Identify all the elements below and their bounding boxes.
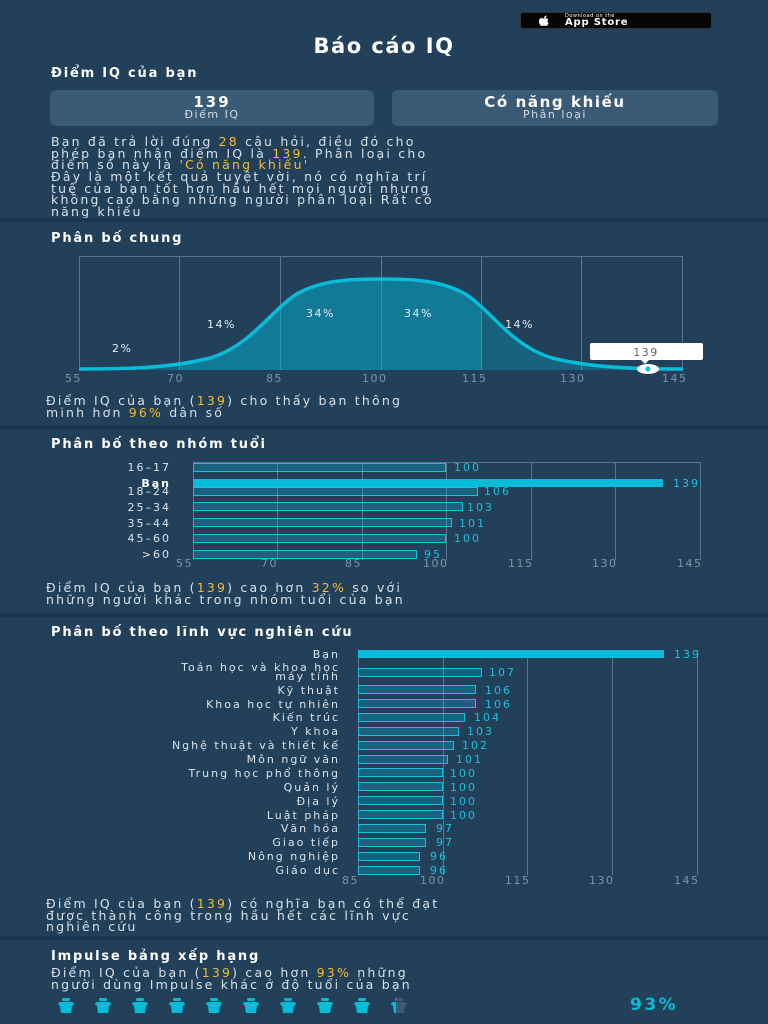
ranking-percent: 93% [630,995,679,1015]
age-percent: 32% [311,580,347,595]
person-icon [58,998,74,1013]
person-icon [206,998,222,1013]
person-icon-partial [391,998,407,1013]
person-icon [354,998,370,1013]
bar-25-34 [193,502,463,511]
ranking-percent-highlight: 93% [316,965,352,980]
correct-answers-count: 28 [218,134,239,149]
bar-16-17 [193,463,446,472]
general-distribution-title: Phân bố chung [51,231,184,246]
bar-35-44 [193,518,452,527]
bar-over-60 [193,550,417,559]
bar-you [193,479,663,487]
svg-text:14%: 14% [505,318,534,331]
bar-45-60 [193,534,446,543]
category-card: Có năng khiếu Phân loại [392,90,718,126]
field-distribution-title: Phân bố theo lĩnh vực nghiên cứu [51,625,354,640]
age-summary: Điểm IQ của bạn (139) cao hơn 32% so với… [46,580,405,607]
svg-text:34%: 34% [404,307,433,320]
person-icon [169,998,185,1013]
general-distribution-chart: 2% 14% 34% 34% 14% 139 [78,256,703,374]
iq-score-value: 139 [193,93,231,111]
distribution-curve [78,277,684,371]
person-icon [95,998,111,1013]
person-icon [132,998,148,1013]
x-tick: 115 [462,372,488,385]
score-explanation: Bạn đã trả lời đúng 28 câu hỏi, điều đó … [51,134,428,172]
section-divider [0,218,768,222]
svg-text:34%: 34% [306,307,335,320]
person-icon [280,998,296,1013]
category-highlight: 'Có năng khiếu' [179,157,310,172]
iq-score-card: 139 Điểm IQ [50,90,374,126]
svg-text:14%: 14% [207,318,236,331]
x-tick: 100 [362,372,388,385]
person-icon [243,998,259,1013]
section-divider [0,425,768,429]
general-summary: Điểm IQ của bạn (139) cho thấy bạn thông… [46,393,403,420]
category-value: Có năng khiếu [484,93,626,111]
score-marker-tooltip [590,343,703,360]
svg-text:2%: 2% [112,342,132,355]
section-divider [0,936,768,940]
iq-score-label: Điểm IQ [184,108,240,121]
score-highlight: 139 [272,145,303,161]
app-store-small-text: Download on the [565,12,615,19]
app-store-badge[interactable]: Download on the App Store [520,12,712,29]
section-divider [0,613,768,617]
category-label: Phân loại [523,108,587,121]
person-icon [317,998,333,1013]
field-summary: Điểm IQ của bạn (139) có nghĩa bạn có th… [46,896,440,934]
x-tick: 70 [167,372,184,385]
age-distribution-title: Phân bố theo nhóm tuổi [51,437,267,452]
ranking-summary: Điểm IQ của bạn (139) cao hơn 93% những … [51,965,412,992]
x-tick: 55 [65,372,82,385]
result-description: Đây là một kết quả tuyệt vời, nó có nghĩ… [51,169,434,219]
apple-icon [539,15,549,26]
page-title: Báo cáo IQ [313,34,455,58]
score-marker-label: 139 [633,346,659,359]
population-percent: 96% [128,404,164,420]
app-store-big-text: App Store [565,16,629,28]
score-section-title: Điểm IQ của bạn [51,66,199,81]
ranking-title: Impulse bảng xếp hạng [51,949,261,964]
bar-18-24 [193,487,478,496]
x-tick: 145 [662,372,688,385]
distribution-fill [79,279,648,370]
x-tick: 85 [266,372,283,385]
x-tick: 130 [560,372,586,385]
